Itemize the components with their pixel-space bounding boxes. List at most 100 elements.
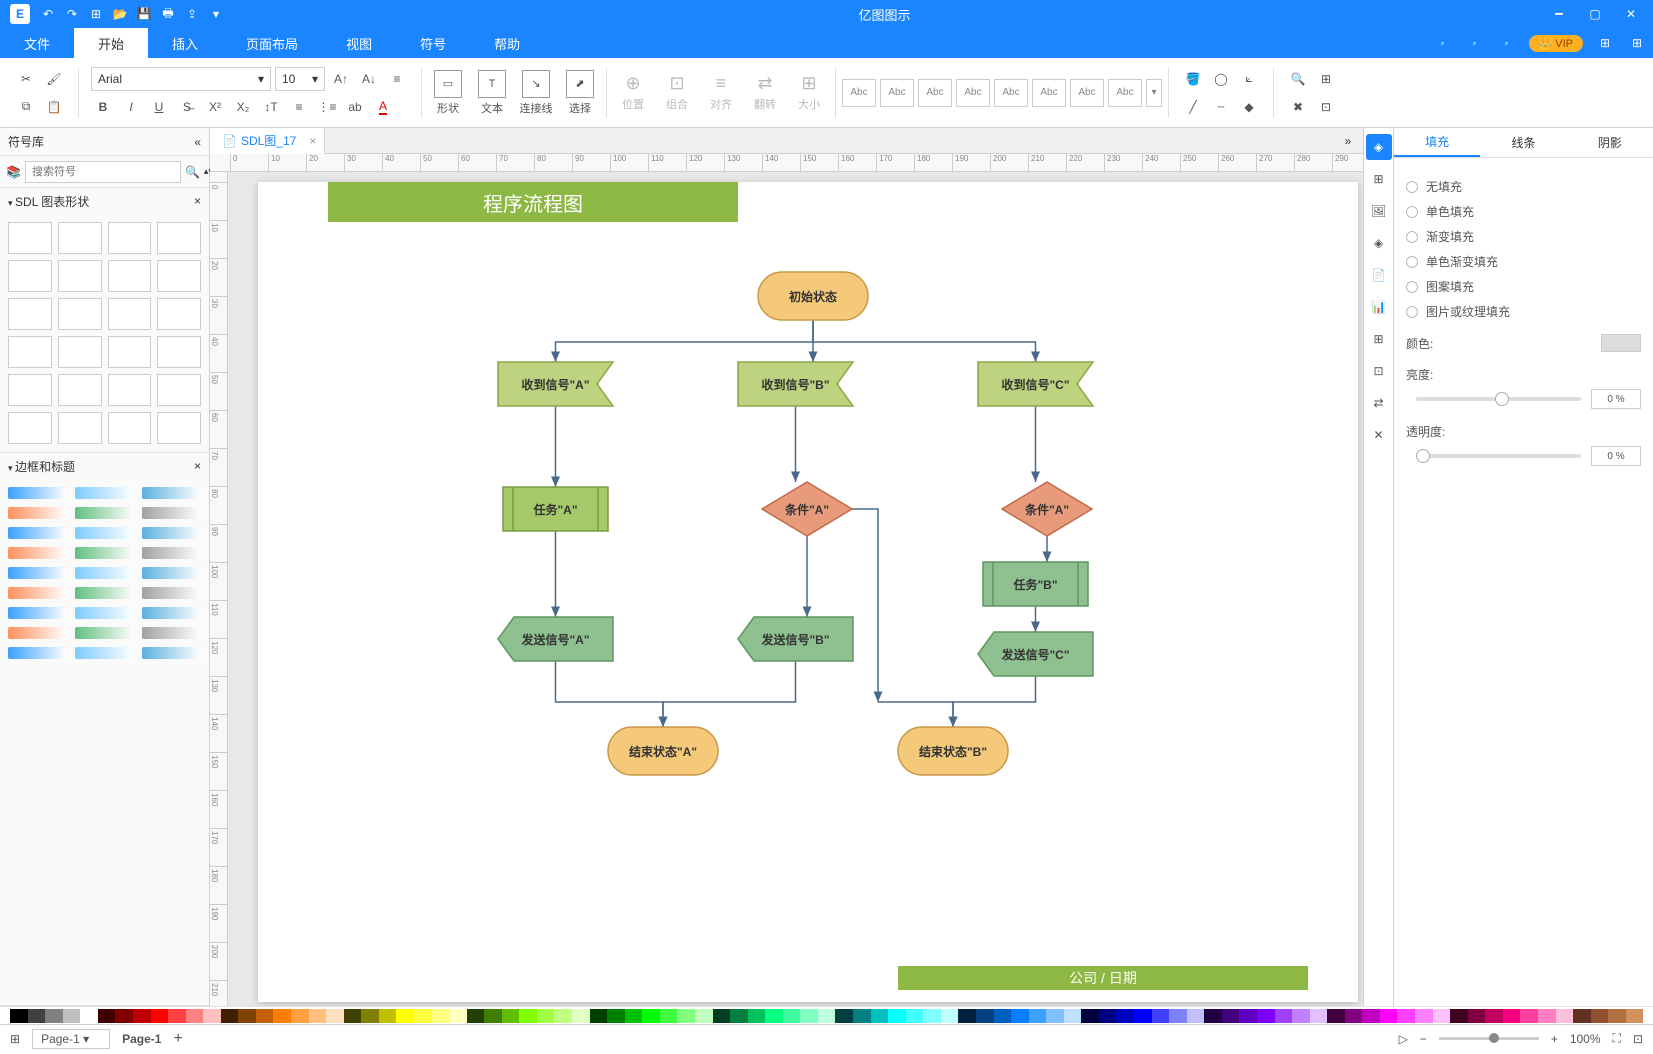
color-swatch[interactable] <box>484 1009 502 1023</box>
color-swatch[interactable] <box>730 1009 748 1023</box>
node-sigC[interactable]: 收到信号"C" <box>978 362 1093 406</box>
color-swatch[interactable] <box>1591 1009 1609 1023</box>
border-shape-5[interactable] <box>142 507 201 519</box>
color-swatch[interactable] <box>256 1009 274 1023</box>
align-button[interactable]: ≡ <box>385 67 409 91</box>
find-button[interactable]: 🔍 <box>1286 67 1310 91</box>
font-family-select[interactable]: Arial▾ <box>91 67 271 91</box>
zoom-value[interactable]: 100% <box>1570 1032 1601 1046</box>
border-shape-14[interactable] <box>142 567 201 579</box>
color-swatch[interactable] <box>168 1009 186 1023</box>
strike-button[interactable]: S̶ <box>175 95 199 119</box>
library-icon[interactable]: 📚 <box>6 165 21 179</box>
menu-视图[interactable]: 视图 <box>322 28 396 58</box>
color-swatch[interactable] <box>994 1009 1012 1023</box>
color-swatch[interactable] <box>958 1009 976 1023</box>
section-close-icon[interactable]: × <box>194 194 201 208</box>
expand-panel-button[interactable]: » <box>1333 134 1363 148</box>
ribbon-形状[interactable]: ▭形状 <box>428 65 468 121</box>
underline-button[interactable]: U <box>147 95 171 119</box>
node-sigA[interactable]: 收到信号"A" <box>498 362 613 406</box>
color-swatch[interactable] <box>221 1009 239 1023</box>
symbol-search-input[interactable] <box>25 161 181 183</box>
border-shape-2[interactable] <box>142 487 201 499</box>
sdl-shape-23[interactable] <box>157 412 201 444</box>
layers-panel-button[interactable]: ◈ <box>1366 230 1392 256</box>
color-swatch[interactable] <box>1397 1009 1415 1023</box>
border-shape-12[interactable] <box>8 567 67 579</box>
qat-more-button[interactable]: ▾ <box>204 2 228 26</box>
sdl-shape-13[interactable] <box>58 336 102 368</box>
border-shape-8[interactable] <box>142 527 201 539</box>
opacity-slider[interactable] <box>1416 454 1581 458</box>
color-swatch[interactable] <box>1415 1009 1433 1023</box>
border-shape-26[interactable] <box>142 647 201 659</box>
brightness-value[interactable]: 0 % <box>1591 389 1641 409</box>
sdl-shape-10[interactable] <box>108 298 152 330</box>
node-start[interactable]: 初始状态 <box>758 272 868 320</box>
symlib-section-sdl[interactable]: ▾ SDL 图表形状 × <box>0 188 209 214</box>
color-swatch[interactable] <box>1608 1009 1626 1023</box>
canvas-viewport[interactable]: 程序流程图 初始状态收到信号"A"收到信号"B"收到信号"C"任务"A"条件"A… <box>228 172 1363 1006</box>
print-button[interactable]: 🖶 <box>156 2 180 26</box>
ribbon-连接线[interactable]: ↘连接线 <box>516 65 556 121</box>
dash-tool-button[interactable]: ┄ <box>1209 95 1233 119</box>
open-button[interactable]: 📂 <box>108 2 132 26</box>
sdl-shape-0[interactable] <box>8 222 52 254</box>
sdl-shape-8[interactable] <box>8 298 52 330</box>
theme-icon[interactable]: ⊞ <box>1589 28 1621 58</box>
sdl-shape-3[interactable] <box>157 222 201 254</box>
cut-button[interactable]: ✂ <box>14 67 38 91</box>
apps-icon[interactable]: ⊞ <box>1621 28 1653 58</box>
color-swatch[interactable] <box>800 1009 818 1023</box>
text-spacing-button[interactable]: ↕T <box>259 95 283 119</box>
color-swatch[interactable] <box>607 1009 625 1023</box>
image-panel-button[interactable]: 🖼 <box>1366 198 1392 224</box>
maximize-button[interactable]: ▢ <box>1577 0 1613 28</box>
color-swatch[interactable] <box>888 1009 906 1023</box>
color-swatch[interactable] <box>1011 1009 1029 1023</box>
color-swatch[interactable] <box>1029 1009 1047 1023</box>
color-swatch[interactable] <box>765 1009 783 1023</box>
ribbon-位置[interactable]: ⊕位置 <box>613 65 653 121</box>
color-swatch[interactable] <box>853 1009 871 1023</box>
page-selector[interactable]: Page-1 ▾ <box>32 1029 110 1049</box>
border-shape-10[interactable] <box>75 547 134 559</box>
sdl-shape-16[interactable] <box>8 374 52 406</box>
color-swatch[interactable] <box>414 1009 432 1023</box>
color-swatch[interactable] <box>1362 1009 1380 1023</box>
color-swatch[interactable] <box>941 1009 959 1023</box>
color-swatch[interactable] <box>1327 1009 1345 1023</box>
border-shape-24[interactable] <box>8 647 67 659</box>
color-swatch[interactable] <box>309 1009 327 1023</box>
page-layout-button[interactable]: ⊞ <box>10 1032 20 1046</box>
grid-panel-button[interactable]: ⊞ <box>1366 166 1392 192</box>
font-increase-button[interactable]: A↑ <box>329 67 353 91</box>
border-shape-15[interactable] <box>8 587 67 599</box>
sdl-shape-2[interactable] <box>108 222 152 254</box>
border-shape-16[interactable] <box>75 587 134 599</box>
node-taskA[interactable]: 任务"A" <box>503 487 608 531</box>
play-button[interactable]: ▷ <box>1399 1032 1408 1046</box>
fill-option-0[interactable]: 无填充 <box>1406 178 1641 195</box>
border-shape-20[interactable] <box>142 607 201 619</box>
fullscreen-button[interactable]: ⊡ <box>1633 1032 1643 1046</box>
shape-tool-button[interactable]: ◯ <box>1209 67 1233 91</box>
ribbon-翻转[interactable]: ⇄翻转 <box>745 65 785 121</box>
sdl-shape-17[interactable] <box>58 374 102 406</box>
color-swatch[interactable] <box>1556 1009 1574 1023</box>
color-swatch[interactable] <box>361 1009 379 1023</box>
color-swatch[interactable] <box>273 1009 291 1023</box>
superscript-button[interactable]: X² <box>203 95 227 119</box>
zoom-slider[interactable] <box>1439 1037 1539 1040</box>
ribbon-对齐[interactable]: ≡对齐 <box>701 65 741 121</box>
sdl-shape-22[interactable] <box>108 412 152 444</box>
arrow-tool-button[interactable]: ◆ <box>1237 95 1261 119</box>
node-taskB[interactable]: 任务"B" <box>983 562 1088 606</box>
chat-icon[interactable]: ◦ <box>1427 28 1459 58</box>
settings-button[interactable]: ✖ <box>1286 95 1310 119</box>
color-swatch[interactable] <box>98 1009 116 1023</box>
border-shape-25[interactable] <box>75 647 134 659</box>
arrange-panel-button[interactable]: ⇄ <box>1366 390 1392 416</box>
document-tab[interactable]: 📄 SDL图_17 × <box>210 128 325 154</box>
